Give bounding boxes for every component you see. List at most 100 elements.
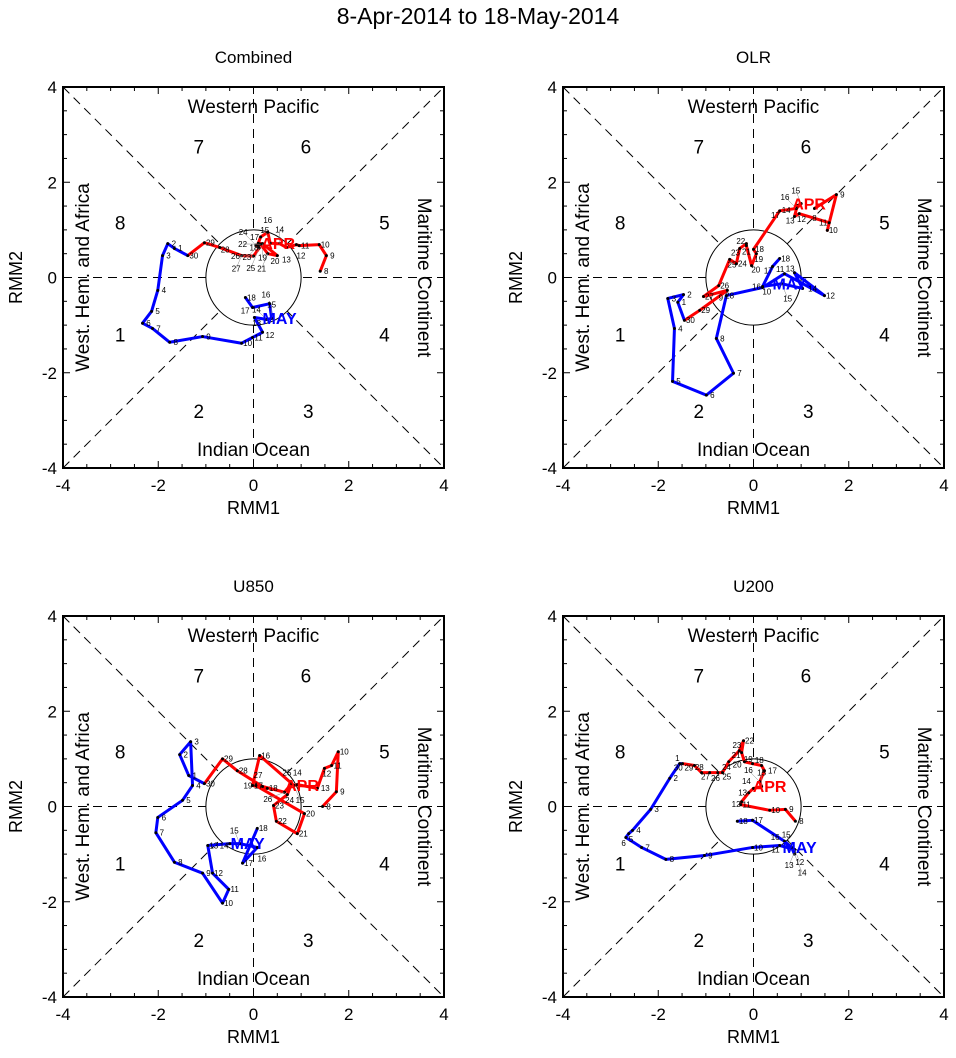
day-label: 13	[786, 264, 795, 273]
day-label: 14	[220, 842, 229, 851]
data-point	[664, 857, 668, 861]
label-leader-line	[246, 245, 259, 258]
day-label: 10	[762, 288, 771, 297]
data-point	[228, 842, 232, 846]
day-label: 10	[321, 240, 330, 249]
phase-number-3: 3	[803, 402, 814, 423]
phase-number-6: 6	[801, 138, 812, 159]
data-point	[178, 753, 182, 757]
y-tick-label: 4	[548, 607, 557, 626]
data-point	[676, 300, 680, 304]
day-label: 22	[736, 237, 745, 246]
day-label: 15	[783, 294, 792, 303]
data-point	[751, 845, 755, 849]
data-point	[752, 786, 755, 790]
day-label: 26	[231, 252, 240, 261]
x-tick-label: 4	[939, 1005, 948, 1024]
data-point	[692, 764, 696, 768]
data-point	[752, 247, 755, 251]
day-label: 5	[186, 796, 191, 805]
day-label: 15	[267, 300, 276, 309]
day-label: 10	[771, 806, 780, 815]
x-tick-label: 2	[344, 476, 353, 495]
data-point	[268, 302, 272, 306]
day-label: 15	[296, 796, 305, 805]
figure-title: 8-Apr-2014 to 18-May-2014	[337, 3, 620, 29]
day-label: 16	[263, 216, 272, 225]
data-point	[649, 807, 653, 811]
data-point	[744, 242, 748, 246]
label-leader-line	[293, 785, 301, 801]
y-tick-label: -2	[42, 364, 57, 383]
phase-number-1: 1	[615, 326, 626, 347]
phase-number-3: 3	[303, 931, 314, 952]
label-leader-line	[794, 854, 803, 873]
day-label: 20	[306, 809, 315, 818]
day-label: 7	[156, 324, 161, 333]
day-label: 12	[732, 800, 741, 809]
data-point	[666, 296, 670, 300]
data-point	[141, 321, 145, 325]
phase-number-6: 6	[801, 667, 812, 688]
day-label: 28	[221, 246, 230, 255]
phase-number-1: 1	[115, 855, 126, 876]
day-label: 19	[243, 781, 252, 790]
day-label: 27	[232, 264, 241, 273]
data-point	[295, 783, 299, 787]
region-label-top: Western Pacific	[688, 97, 820, 118]
day-label: 21	[257, 264, 266, 273]
x-tick-label: 0	[249, 1005, 258, 1024]
day-label: 14	[293, 768, 302, 777]
y-tick-label: -2	[542, 893, 557, 912]
data-point	[812, 206, 816, 210]
day-label: 26	[711, 774, 720, 783]
day-label: 12	[297, 252, 306, 261]
data-point	[778, 844, 782, 848]
y-tick-label: 2	[48, 173, 57, 192]
data-point	[797, 212, 801, 216]
data-point	[322, 766, 326, 770]
day-label: 11	[301, 241, 310, 250]
y-axis-label: RMM2	[6, 780, 26, 833]
day-label: 9	[340, 788, 345, 797]
x-tick-label: 2	[844, 476, 853, 495]
day-label: 4	[196, 781, 201, 790]
day-label: 17	[254, 781, 263, 790]
data-point	[834, 193, 838, 197]
x-tick-label: 0	[749, 1005, 758, 1024]
data-point	[681, 293, 685, 297]
day-label: 12	[322, 770, 331, 779]
data-point	[240, 341, 244, 345]
day-label: 11	[776, 265, 785, 274]
day-label: 13	[209, 841, 218, 850]
data-point	[747, 791, 751, 795]
data-point	[285, 793, 289, 797]
day-label: 11	[771, 846, 780, 855]
phase-number-7: 7	[193, 667, 204, 688]
day-label: 12	[265, 331, 274, 340]
data-point	[731, 371, 735, 375]
data-point	[778, 209, 782, 213]
day-label: 23	[275, 801, 284, 810]
phase-number-4: 4	[379, 326, 390, 347]
phase-number-8: 8	[115, 214, 126, 235]
day-label: 30	[206, 779, 215, 788]
day-label: 8	[178, 858, 183, 867]
data-point	[754, 252, 758, 256]
day-label: 17	[764, 267, 773, 276]
region-label-right: Maritime Continent	[413, 727, 434, 887]
day-label: 20	[733, 761, 742, 770]
phase-number-8: 8	[615, 743, 626, 764]
data-point	[768, 808, 772, 812]
data-point	[740, 800, 744, 804]
day-label: 2	[687, 290, 692, 299]
label-leader-lines	[235, 229, 280, 320]
day-label: 11	[254, 333, 263, 342]
label-leader-line	[795, 190, 802, 204]
data-point	[793, 819, 797, 823]
data-point	[792, 215, 796, 219]
day-label: 23	[732, 741, 741, 750]
day-label: 25	[283, 768, 292, 777]
